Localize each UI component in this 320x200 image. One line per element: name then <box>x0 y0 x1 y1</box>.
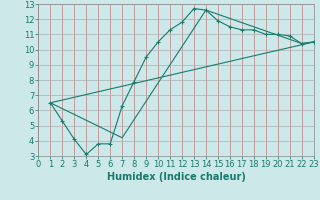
X-axis label: Humidex (Indice chaleur): Humidex (Indice chaleur) <box>107 172 245 182</box>
